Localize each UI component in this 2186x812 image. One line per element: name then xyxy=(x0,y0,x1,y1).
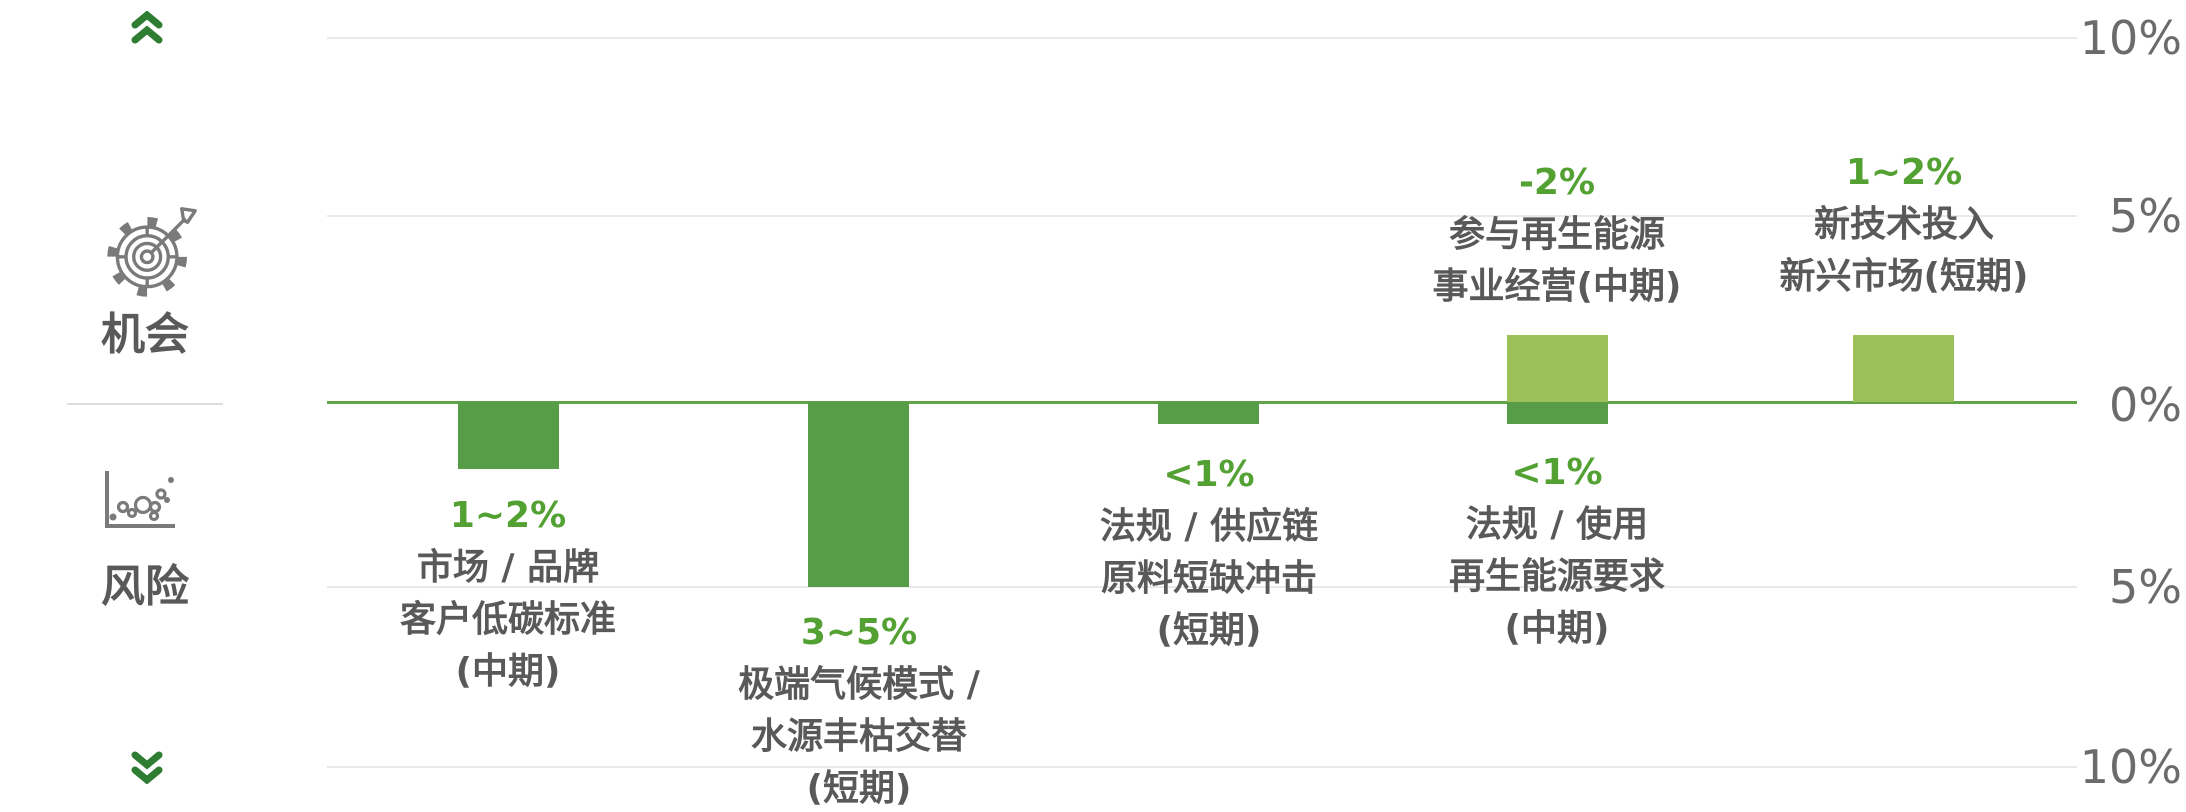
category-4-opportunity-label: -2% 参与再生能源 事业经营(中期) xyxy=(1347,157,1767,313)
value-label: <1% xyxy=(1163,454,1255,495)
risk-label: 风险 xyxy=(101,561,189,612)
category-4-risk-label: <1% 法规 / 使用 再生能源要求 (中期) xyxy=(1347,447,1767,655)
bar-risk-market-brand xyxy=(458,402,559,469)
opportunity-label: 机会 xyxy=(101,309,189,360)
category-line: 参与再生能源 xyxy=(1448,214,1665,255)
value-label: -2% xyxy=(1518,162,1596,203)
category-line: (中期) xyxy=(455,651,561,692)
gridline-minus-5pct xyxy=(327,586,2077,588)
y-tick-minus-5: 5% xyxy=(2109,560,2182,614)
category-line: 再生能源要求 xyxy=(1448,556,1665,597)
category-line: 水源丰枯交替 xyxy=(750,716,967,757)
double-chevron-up-icon xyxy=(131,11,163,47)
category-line: 极端气候模式 / xyxy=(738,664,980,705)
category-1-risk-label: 1~2% 市场 / 品牌 客户低碳标准 (中期) xyxy=(298,490,718,698)
category-2-risk-label: 3~5% 极端气候模式 / 水源丰枯交替 (短期) xyxy=(649,607,1069,812)
category-line: 新技术投入 xyxy=(1813,204,1994,245)
value-label: 1~2% xyxy=(449,495,567,536)
bar-risk-renewable-requirement xyxy=(1507,402,1608,424)
y-tick-plus-10: 10% xyxy=(2079,11,2182,65)
category-line: 原料短缺冲击 xyxy=(1100,558,1317,599)
category-line: 法规 / 供应链 xyxy=(1099,506,1319,547)
bar-risk-extreme-climate xyxy=(808,402,909,587)
y-tick-zero: 0% xyxy=(2109,378,2182,432)
category-5-opportunity-label: 1~2% 新技术投入 新兴市场(短期) xyxy=(1694,147,2114,303)
y-tick-minus-10: 10% xyxy=(2079,740,2182,794)
y-tick-plus-5: 5% xyxy=(2109,189,2182,243)
category-line: (短期) xyxy=(806,768,912,809)
value-label: <1% xyxy=(1511,452,1603,493)
risk-scatter-chart-icon xyxy=(101,467,179,533)
bar-opportunity-new-technology xyxy=(1853,335,1954,402)
category-line: 法规 / 使用 xyxy=(1465,504,1649,545)
bar-risk-supply-chain xyxy=(1158,402,1259,424)
category-line: 新兴市场(短期) xyxy=(1779,256,2029,297)
category-line: (短期) xyxy=(1156,610,1262,651)
opportunity-gear-target-icon xyxy=(103,205,199,301)
double-chevron-down-icon xyxy=(131,748,163,784)
sidebar-divider xyxy=(67,403,223,405)
gridline-plus-5pct xyxy=(327,215,2077,217)
gridline-minus-10pct xyxy=(327,766,2077,768)
value-label: 1~2% xyxy=(1845,152,1963,193)
bar-opportunity-renewable-energy xyxy=(1507,335,1608,402)
category-3-risk-label: <1% 法规 / 供应链 原料短缺冲击 (短期) xyxy=(999,449,1419,657)
gridline-plus-10pct xyxy=(327,37,2077,39)
value-label: 3~5% xyxy=(800,612,918,653)
category-line: (中期) xyxy=(1504,608,1610,649)
category-line: 事业经营(中期) xyxy=(1432,266,1682,307)
category-line: 市场 / 品牌 xyxy=(416,547,600,588)
category-line: 客户低碳标准 xyxy=(399,599,616,640)
